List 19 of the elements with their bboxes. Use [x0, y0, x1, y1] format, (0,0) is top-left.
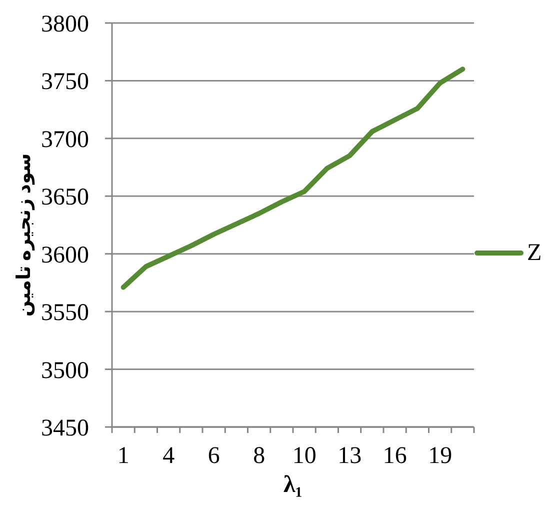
x-tick-label: 13 [338, 443, 362, 470]
y-axis-title: سود زنجیره تامین [14, 153, 34, 317]
x-tick-label: 19 [428, 443, 452, 470]
y-tick-label: 3700 [41, 126, 89, 153]
legend-label: Z [527, 240, 542, 266]
x-tick-label: 8 [253, 443, 266, 470]
y-tick-label: 3450 [41, 416, 89, 442]
x-tick-label: 4 [162, 443, 175, 470]
y-tick-label: 3600 [41, 242, 89, 268]
y-tick-label: 3500 [41, 358, 89, 384]
x-axis-title: λ₁ [284, 472, 302, 498]
x-tick-label: 10 [292, 443, 316, 470]
y-tick-label: 3550 [41, 300, 89, 326]
y-tick-label: 3750 [41, 69, 89, 96]
x-tick-label: 6 [208, 443, 220, 470]
y-tick-label: 3800 [41, 12, 89, 38]
x-tick-label: 16 [382, 443, 407, 470]
x-tick-label: 1 [117, 443, 130, 470]
y-tick-label: 3650 [41, 184, 89, 211]
